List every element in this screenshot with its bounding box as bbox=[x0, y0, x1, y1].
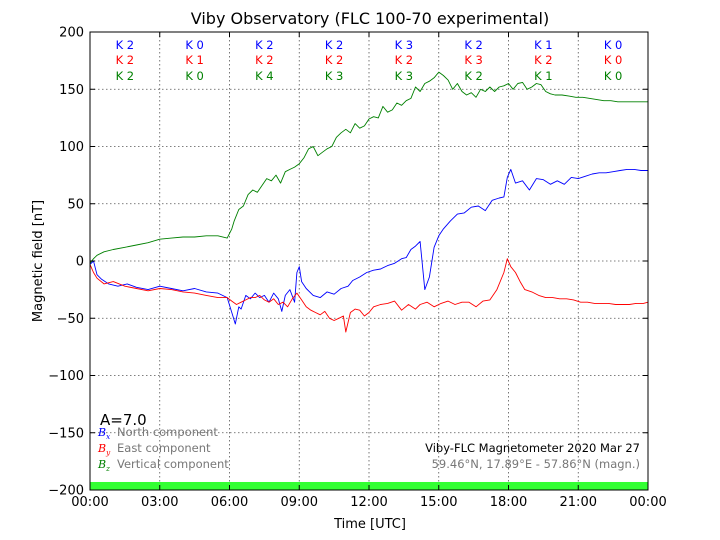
legend-subscript: x bbox=[106, 432, 111, 441]
k-index-label: K 0 bbox=[185, 38, 204, 52]
k-index-label: K 2 bbox=[464, 69, 483, 83]
station-coordinates: 59.46°N, 17.89°E - 57.86°N (magn.) bbox=[432, 457, 640, 471]
k-index-label: K 0 bbox=[604, 69, 623, 83]
k-index-label: K 3 bbox=[395, 69, 414, 83]
k-index-label: K 2 bbox=[116, 69, 135, 83]
k-index-label: K 2 bbox=[255, 53, 274, 67]
axis-ticks: 00:00 03:00 06:00 09:00 12:00 15:00 18:00 21:00… bbox=[48, 26, 666, 511]
y-tick-label: 50 bbox=[67, 197, 84, 212]
x-axis-label: Time [UTC] bbox=[333, 517, 406, 532]
x-tick-label: 00:00 bbox=[629, 495, 666, 510]
k-index-label: K 1 bbox=[534, 38, 553, 52]
series-line-x bbox=[89, 168, 648, 325]
k-index-label: K 1 bbox=[185, 53, 204, 67]
k-index-label: K 2 bbox=[395, 53, 414, 67]
legend-symbol: B bbox=[97, 442, 106, 455]
k-index-label: K 2 bbox=[325, 38, 344, 52]
y-tick-label: −150 bbox=[48, 426, 84, 441]
series-line-z bbox=[89, 71, 648, 264]
x-tick-label: 09:00 bbox=[281, 495, 318, 510]
k-index-label: K 2 bbox=[464, 38, 483, 52]
legend-symbol: B bbox=[97, 426, 106, 439]
x-tick-label: 15:00 bbox=[420, 495, 457, 510]
k-index-label: K 2 bbox=[534, 53, 553, 67]
a-index-label: A=7.0 bbox=[100, 411, 147, 429]
x-tick-label: 21:00 bbox=[560, 495, 597, 510]
grid-lines bbox=[90, 32, 648, 490]
k-index-label: K 0 bbox=[185, 69, 204, 83]
y-axis-label: Magnetic field [nT] bbox=[31, 200, 46, 322]
legend-label: North component bbox=[117, 425, 218, 439]
x-tick-label: 18:00 bbox=[490, 495, 527, 510]
y-tick-label: −200 bbox=[48, 484, 84, 499]
k-index-label: K 2 bbox=[325, 53, 344, 67]
y-tick-label: 100 bbox=[59, 140, 84, 155]
y-tick-label: −100 bbox=[48, 369, 84, 384]
k-index-label: K 2 bbox=[116, 38, 135, 52]
legend-subscript: z bbox=[105, 464, 110, 473]
legend-symbol: B bbox=[97, 458, 106, 471]
k-index-label: K 0 bbox=[604, 38, 623, 52]
k-index-label: K 3 bbox=[464, 53, 483, 67]
k-index-label: K 2 bbox=[255, 38, 274, 52]
legend-subscript: y bbox=[105, 448, 111, 457]
series-layer bbox=[89, 71, 649, 333]
chart-title: Viby Observatory (FLC 100-70 experimenta… bbox=[191, 9, 550, 28]
k-index-label: K 3 bbox=[395, 38, 414, 52]
y-tick-label: 150 bbox=[59, 83, 84, 98]
x-tick-label: 12:00 bbox=[350, 495, 387, 510]
magnetometer-info: Viby-FLC Magnetometer 2020 Mar 27 bbox=[425, 441, 640, 455]
y-tick-label: 0 bbox=[76, 255, 84, 270]
x-tick-label: 00:00 bbox=[71, 495, 108, 510]
x-tick-label: 03:00 bbox=[141, 495, 178, 510]
k-index-label: K 3 bbox=[325, 69, 344, 83]
y-tick-label: −50 bbox=[57, 312, 84, 327]
k-index-label: K 2 bbox=[116, 53, 135, 67]
series-line-y bbox=[89, 258, 649, 333]
x-tick-label: 06:00 bbox=[211, 495, 248, 510]
y-tick-label: 200 bbox=[59, 26, 84, 41]
k-index-label: K 0 bbox=[604, 53, 623, 67]
k-index-label: K 1 bbox=[534, 69, 553, 83]
legend-label: East component bbox=[117, 441, 211, 455]
k-index-label: K 4 bbox=[255, 69, 274, 83]
legend-label: Vertical component bbox=[117, 457, 229, 471]
